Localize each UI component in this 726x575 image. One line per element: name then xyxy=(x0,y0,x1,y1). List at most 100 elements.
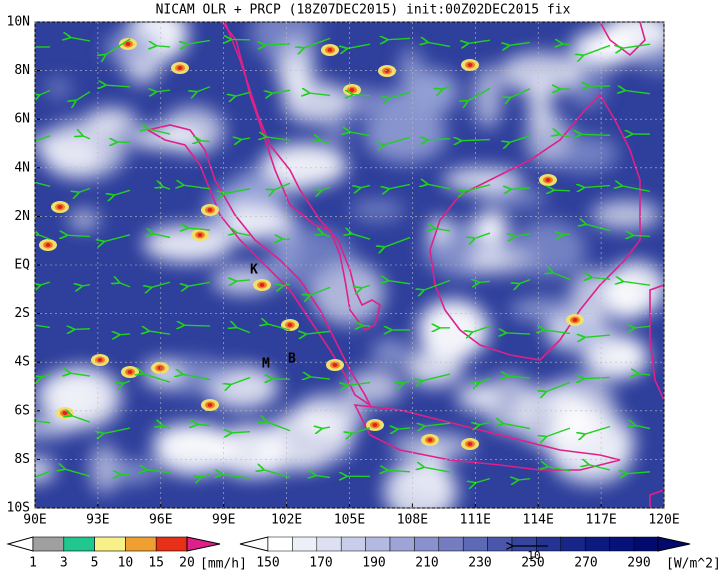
lat-label: 6N xyxy=(14,112,30,127)
rain-cell xyxy=(468,63,473,67)
cloud xyxy=(350,199,405,221)
cloud xyxy=(326,123,350,141)
rain-cell xyxy=(333,363,338,367)
cloud xyxy=(154,425,235,475)
colorbar-segment xyxy=(33,537,64,551)
lat-label: 8N xyxy=(14,63,30,78)
colorbar-segment xyxy=(463,537,487,551)
olr-unit: [W/m^2] xyxy=(666,557,721,572)
cloud xyxy=(69,210,100,230)
colorbar-arrow xyxy=(187,537,220,551)
rain-cell xyxy=(63,411,68,415)
rain-cell xyxy=(468,442,473,446)
cloud xyxy=(250,455,326,472)
colorbar-segment xyxy=(390,537,414,551)
station-label: M xyxy=(262,357,270,372)
cloud xyxy=(86,108,137,134)
wind-arrow xyxy=(553,190,570,191)
rain-cell xyxy=(46,243,51,247)
wind-arrow xyxy=(183,325,210,326)
rain-cell xyxy=(208,403,213,407)
cloud xyxy=(406,349,464,387)
colorbar-segment xyxy=(610,537,634,551)
lon-label: 90E xyxy=(23,513,46,528)
colorbar-segment xyxy=(64,537,95,551)
title: NICAM OLR + PRCP (18Z07DEC2015) init:00Z… xyxy=(156,3,571,18)
colorbar-segment xyxy=(292,537,316,551)
colorbar-label: 150 xyxy=(256,556,279,571)
cloud xyxy=(143,225,233,262)
lat-label: 2N xyxy=(14,209,30,224)
wind-arrow xyxy=(74,329,90,330)
rain-cell xyxy=(208,208,213,212)
rain-cell xyxy=(428,438,433,442)
lat-label: 4N xyxy=(14,160,30,175)
colorbar-segment xyxy=(95,537,126,551)
colorbar-label: 3 xyxy=(60,556,68,571)
colorbar-arrow xyxy=(240,537,268,551)
lat-label: 10N xyxy=(7,15,30,30)
rain-cell xyxy=(350,88,355,92)
colorbar-label: 1 xyxy=(29,556,37,571)
station-label: B xyxy=(288,352,296,367)
lat-label: 8S xyxy=(14,452,30,467)
colorbar-segment xyxy=(156,537,187,551)
colorbar-label: 230 xyxy=(468,556,491,571)
lon-label: 117E xyxy=(585,513,616,528)
cloud xyxy=(45,77,71,98)
lon-label: 108E xyxy=(397,513,428,528)
rain-cell xyxy=(288,323,293,327)
cloud xyxy=(275,215,302,273)
colorbar-segment xyxy=(634,537,658,551)
cloud xyxy=(103,461,159,483)
rain-cell xyxy=(573,318,578,322)
colorbar-label: 15 xyxy=(148,556,164,571)
rain-cell xyxy=(260,283,265,287)
colorbar-segment xyxy=(317,537,341,551)
rain-cell xyxy=(373,423,378,427)
lat-label: EQ xyxy=(14,258,30,273)
colorbar-label: 20 xyxy=(179,556,195,571)
lon-label: 105E xyxy=(334,513,365,528)
colorbar-arrow xyxy=(658,537,690,551)
colorbar-segment xyxy=(561,537,585,551)
colorbar-label: 290 xyxy=(627,556,650,571)
cloud xyxy=(591,201,661,230)
colorbar-label: 210 xyxy=(415,556,438,571)
colorbar-segment xyxy=(488,537,512,551)
colorbar-label: 170 xyxy=(309,556,332,571)
colorbar-arrow xyxy=(8,537,33,551)
rain-cell xyxy=(58,205,63,209)
lon-label: 114E xyxy=(523,513,554,528)
wind-arrow xyxy=(119,334,130,335)
cloud xyxy=(510,220,586,277)
cloud xyxy=(473,65,502,128)
rain-cell xyxy=(546,178,551,182)
station-label: K xyxy=(250,263,258,278)
colorbar-label: 5 xyxy=(91,556,99,571)
lon-label: 102E xyxy=(271,513,302,528)
lon-label: 111E xyxy=(460,513,491,528)
cloud xyxy=(371,339,410,366)
lat-label: 6S xyxy=(14,403,30,418)
vector-legend-label: 10 xyxy=(527,549,540,562)
rain-cell xyxy=(178,66,183,70)
lon-label: 120E xyxy=(648,513,679,528)
precip-unit: [mm/h] xyxy=(200,557,247,572)
colorbar-segment xyxy=(125,537,156,551)
rain-cell xyxy=(158,366,163,370)
lon-label: 99E xyxy=(212,513,235,528)
colorbar-label: 270 xyxy=(574,556,597,571)
colorbar-segment xyxy=(268,537,292,551)
lon-label: 93E xyxy=(86,513,109,528)
colorbar-segment xyxy=(366,537,390,551)
cloud xyxy=(161,107,224,154)
cloud xyxy=(345,369,401,404)
rain-cell xyxy=(328,48,333,52)
colorbar-segment xyxy=(439,537,463,551)
cloud xyxy=(443,168,523,192)
cloud xyxy=(294,394,365,436)
wind-arrow xyxy=(562,234,570,235)
